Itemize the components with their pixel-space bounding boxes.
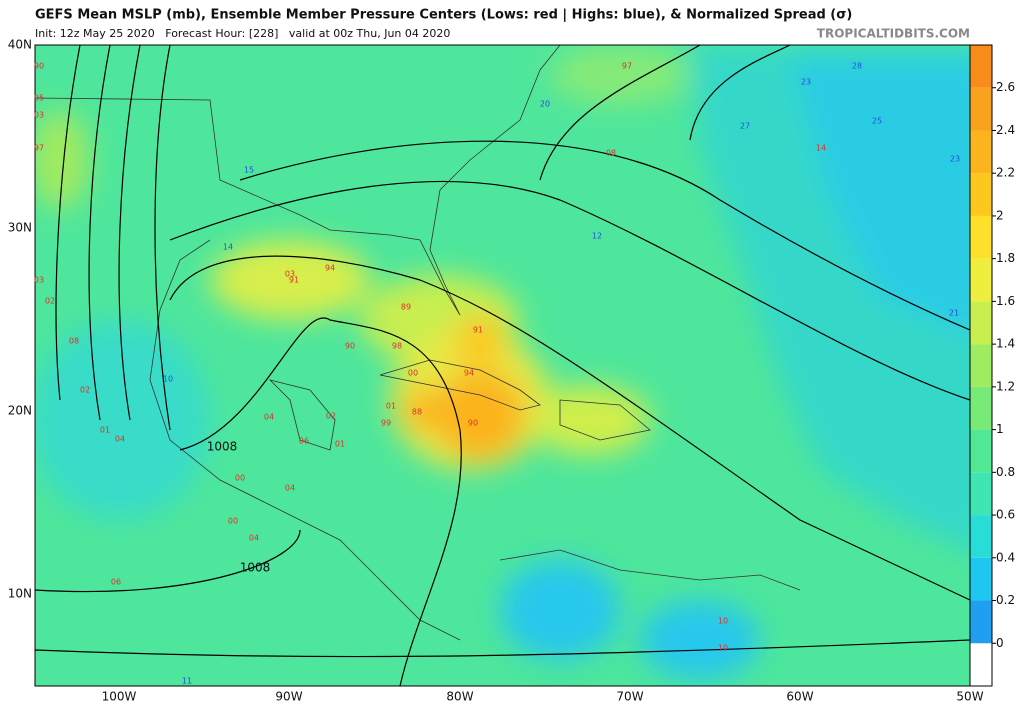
pressure-center: 95	[34, 94, 44, 103]
lon-label: 60W	[786, 690, 813, 704]
pressure-center: 23	[950, 155, 960, 164]
colorbar-swatch	[970, 643, 992, 686]
pressure-center: 97	[34, 144, 44, 153]
colorbar-label: 2	[996, 208, 1004, 222]
colorbar-swatch	[970, 515, 992, 558]
colorbar-swatch	[970, 472, 992, 516]
pressure-center: 04	[249, 534, 259, 543]
pressure-center: 03	[285, 270, 295, 279]
colorbar-swatch	[970, 600, 992, 644]
pressure-center: 01	[386, 402, 396, 411]
lat-label: 40N	[8, 38, 32, 52]
pressure-center: 21	[949, 309, 959, 318]
map-field	[35, 45, 970, 686]
lat-label: 30N	[8, 221, 32, 235]
pressure-center: 04	[264, 413, 274, 422]
colorbar-label: 1.4	[996, 337, 1015, 351]
subtitle: Init: 12z May 25 2020 Forecast Hour: [22…	[35, 27, 450, 40]
pressure-center: 00	[408, 369, 418, 378]
colorbar-swatch	[970, 386, 992, 430]
colorbar-swatch	[970, 130, 992, 174]
colorbar-swatch	[970, 557, 992, 601]
colorbar-frame	[969, 44, 993, 687]
pressure-center: 98	[392, 342, 402, 351]
pressure-center: 02	[45, 297, 55, 306]
pressure-center: 10	[163, 375, 173, 384]
pressure-center: 10	[718, 644, 728, 653]
pressure-center: 15	[244, 166, 254, 175]
colorbar-swatch	[970, 87, 992, 131]
lat-label: 10N	[8, 587, 32, 601]
pressure-center: 00	[235, 474, 245, 483]
pressure-center: 14	[816, 144, 826, 153]
colorbar-swatch	[970, 215, 992, 259]
pressure-center: 94	[464, 369, 474, 378]
colorbar-swatch	[970, 45, 992, 88]
pressure-center: 04	[285, 484, 295, 493]
pressure-center: 06	[111, 578, 121, 587]
pressure-center: 11	[182, 677, 192, 686]
pressure-center: 91	[473, 326, 483, 335]
title: GEFS Mean MSLP (mb), Ensemble Member Pre…	[35, 8, 852, 23]
colorbar-label: 2.4	[996, 123, 1015, 137]
colorbar-swatch	[970, 173, 992, 216]
pressure-center: 97	[622, 62, 632, 71]
colorbar-label: 2.6	[996, 80, 1015, 94]
colorbar-swatch	[970, 258, 992, 302]
pressure-center: 28	[852, 62, 862, 71]
colorbar-label: 0.6	[996, 508, 1015, 522]
lon-label: 80W	[446, 690, 473, 704]
pressure-center: 08	[69, 337, 79, 346]
colorbar-swatch	[970, 301, 992, 345]
lon-label: 100W	[102, 690, 137, 704]
pressure-center: 12	[592, 232, 602, 241]
colorbar-swatch	[970, 429, 992, 473]
colorbar-label: 1.8	[996, 251, 1015, 265]
credit: TROPICALTIDBITS.COM	[817, 27, 970, 41]
lat-label: 20N	[8, 404, 32, 418]
pressure-center: 00	[228, 517, 238, 526]
pressure-center: 04	[115, 435, 125, 444]
pressure-center: 20	[540, 100, 550, 109]
pressure-center: 06	[299, 437, 309, 446]
pressure-center: 08	[606, 149, 616, 158]
colorbar-label: 2.2	[996, 166, 1015, 180]
isobar-label: 1008	[207, 440, 238, 454]
lon-label: 90W	[275, 690, 302, 704]
lon-label: 50W	[956, 690, 983, 704]
pressure-center: 90	[345, 342, 355, 351]
pressure-center: 03	[34, 276, 44, 285]
pressure-center: 02	[326, 412, 336, 421]
pressure-center: 23	[801, 78, 811, 87]
colorbar-label: 1.6	[996, 294, 1015, 308]
pressure-center: 88	[412, 408, 422, 417]
pressure-center: 01	[100, 426, 110, 435]
pressure-center: 25	[872, 117, 882, 126]
colorbar-label: 0.4	[996, 550, 1015, 564]
colorbar-label: 1.2	[996, 379, 1015, 393]
pressure-center: 91	[289, 276, 299, 285]
pressure-center: 94	[325, 264, 335, 273]
pressure-center: 03	[34, 111, 44, 120]
colorbar-label: 1	[996, 422, 1004, 436]
colorbar-swatch	[970, 344, 992, 387]
colorbar-label: 0	[996, 636, 1004, 650]
isobar-label: 1008	[240, 561, 271, 575]
lon-label: 70W	[616, 690, 643, 704]
pressure-center: 27	[740, 122, 750, 131]
pressure-center: 02	[80, 386, 90, 395]
pressure-center: 99	[381, 419, 391, 428]
pressure-center: 14	[223, 243, 233, 252]
pressure-center: 89	[401, 303, 411, 312]
colorbar-label: 0.8	[996, 465, 1015, 479]
pressure-center: 10	[718, 617, 728, 626]
pressure-center: 90	[34, 62, 44, 71]
pressure-center: 90	[468, 419, 478, 428]
colorbar-label: 0.2	[996, 593, 1015, 607]
pressure-center: 01	[335, 440, 345, 449]
